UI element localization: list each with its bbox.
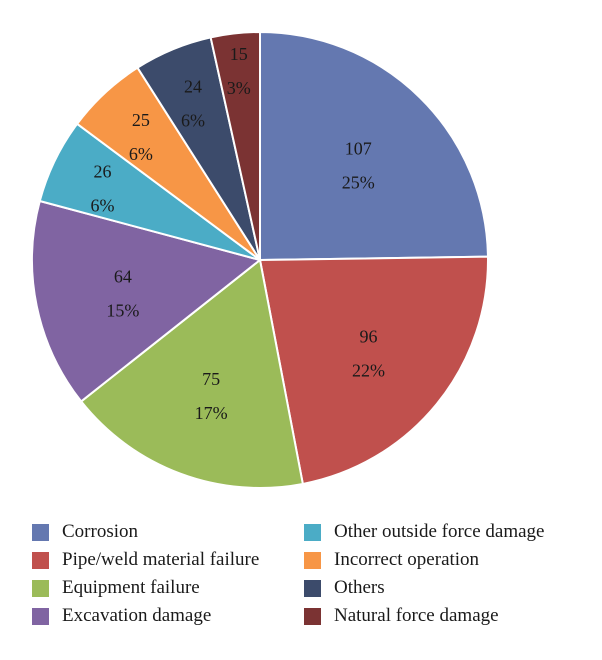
slice-percent-label: 6% [181,110,205,130]
pie-slice-pipe-weld-material-failure [258,255,489,486]
legend-item-incorrect-operation: Incorrect operation [304,548,479,572]
slice-value-label: 64 [114,266,132,286]
slice-percent-label: 3% [227,78,251,98]
pie-slice-natural-force-damage [209,30,261,261]
legend-label: Natural force damage [334,605,499,626]
slice-percent-label: 25% [342,172,375,192]
pie-slice-equipment-failure [79,258,305,489]
legend-label: Others [334,577,385,598]
legend-label: Corrosion [62,521,138,542]
legend-label: Pipe/weld material failure [62,549,260,570]
legend-item-excavation-damage: Excavation damage [32,604,211,628]
legend-item-equipment-failure: Equipment failure [32,576,200,600]
legend-item-pipe-weld-material-failure: Pipe/weld material failure [32,548,259,572]
slice-percent-label: 17% [195,403,228,423]
legend-label: Other outside force damage [334,521,545,542]
slice-value-label: 26 [93,162,111,182]
legend-swatch [32,523,49,541]
slice-percent-label: 22% [352,360,385,380]
pie-chart: 107 25% 96 22% 75 17% 64 15% 26 6% 25 6% 24 6% 15 3% [31,30,489,489]
slice-value-label: 25 [132,110,150,130]
legend: Corrosion Pipe/weld material failure Equ… [32,520,592,632]
slice-value-label: 24 [184,76,202,96]
slice-percent-label: 6% [129,144,153,164]
legend-label: Incorrect operation [334,549,480,570]
slice-value-label: 96 [360,326,378,346]
slice-percent-label: 15% [106,300,139,320]
legend-swatch [32,551,49,569]
pie-slice-corrosion [259,30,489,262]
legend-label: Excavation damage [62,605,212,626]
legend-item-corrosion: Corrosion [32,520,138,544]
legend-swatch [32,607,49,625]
legend-swatch [304,607,321,625]
legend-swatch [304,551,321,569]
slice-value-label: 107 [345,138,372,158]
legend-item-natural-force-damage: Natural force damage [304,604,499,628]
pie-slice-excavation-damage [31,199,263,403]
slice-value-label: 15 [230,44,248,64]
legend-item-other-outside-force-damage: Other outside force damage [304,520,545,544]
legend-swatch [32,579,49,597]
legend-swatch [304,579,321,597]
slice-percent-label: 6% [90,196,114,216]
legend-label: Equipment failure [62,577,200,598]
legend-item-others: Others [304,576,385,600]
slice-value-label: 75 [202,369,220,389]
legend-swatch [304,523,321,541]
